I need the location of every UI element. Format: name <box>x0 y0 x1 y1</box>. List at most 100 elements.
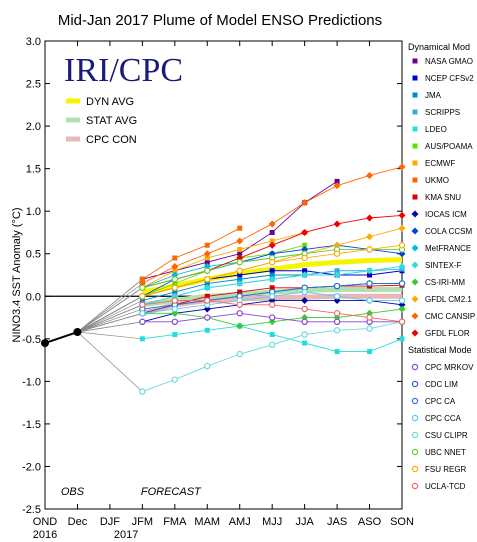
y-tick-label: -1.0 <box>22 376 41 388</box>
connector-line <box>77 283 143 333</box>
observed-point <box>41 339 49 348</box>
series-marker <box>204 255 210 261</box>
series-marker <box>204 314 211 321</box>
series-marker <box>333 271 341 279</box>
series-marker <box>366 233 374 241</box>
x-tick-label: JJA <box>295 516 314 528</box>
series-marker <box>333 293 341 300</box>
series-marker <box>269 332 275 338</box>
series-marker <box>139 310 146 317</box>
series-marker <box>237 251 243 257</box>
legend-entry: LDEO <box>425 125 447 134</box>
series-marker <box>204 242 210 248</box>
series-marker <box>366 314 373 321</box>
y-tick-label: 3.0 <box>26 36 41 48</box>
legend-entry: COLA CCSM <box>425 227 472 236</box>
series-line <box>142 274 305 301</box>
legend-entry: CS-IRI-MM <box>425 278 465 287</box>
series-marker <box>204 293 210 299</box>
series-marker <box>301 271 309 279</box>
series-marker <box>204 267 211 274</box>
series-marker <box>333 220 341 228</box>
obs-label: OBS <box>61 486 85 498</box>
series-marker <box>411 448 419 456</box>
series-marker <box>411 414 419 422</box>
series-marker <box>411 482 419 490</box>
y-axis-label: NINO3.4 SST Anomaly (°C) <box>11 207 23 342</box>
connector-line <box>77 321 143 333</box>
x-tick-label: Dec <box>68 516 88 528</box>
legend-entry: NASA GMAO <box>425 57 473 66</box>
series-marker <box>333 327 341 334</box>
series-marker <box>302 242 308 248</box>
series-ukmo <box>139 225 243 282</box>
series-marker <box>366 214 374 222</box>
series-marker <box>237 272 243 278</box>
series-marker <box>301 305 308 313</box>
year-label-2016: 2016 <box>33 529 57 541</box>
series-marker <box>301 228 309 236</box>
legend-entry: CPC CA <box>425 397 456 406</box>
connector-line <box>77 278 143 333</box>
series-marker <box>412 109 418 115</box>
x-tick-label: MJJ <box>262 516 282 528</box>
y-tick-label: 1.0 <box>26 206 41 218</box>
series-marker <box>398 211 406 219</box>
series-marker <box>171 376 179 383</box>
series-marker <box>171 276 179 283</box>
series-marker <box>301 318 308 325</box>
series-marker <box>236 350 243 358</box>
connector-line <box>77 331 143 392</box>
series-marker <box>412 177 418 183</box>
series-marker <box>301 199 309 207</box>
series-marker <box>236 267 243 274</box>
series-marker <box>366 280 373 287</box>
x-tick-label: MAM <box>194 516 220 528</box>
series-marker <box>398 318 406 325</box>
series-ucla-tcd <box>139 297 406 325</box>
y-tick-label: -0.5 <box>22 334 41 346</box>
series-marker <box>203 250 211 258</box>
series-marker <box>398 297 406 304</box>
connector-line <box>77 304 143 333</box>
legend-entry: IOCAS ICM <box>425 210 467 219</box>
series-marker <box>269 229 275 235</box>
connector-line <box>77 308 143 333</box>
series-marker <box>269 285 275 291</box>
legend: Dynamical Mod NASA GMAO NCEP CFSv2 JMA SCRIP… <box>408 42 475 491</box>
series-marker <box>367 349 373 355</box>
series-cmc-cansip <box>138 163 406 288</box>
series-marker <box>398 262 406 270</box>
key-legend-label: DYN AVG <box>86 96 134 108</box>
connector-line <box>77 287 143 333</box>
series-marker <box>333 182 341 190</box>
legend-header-dynamical: Dynamical Mod <box>408 42 470 52</box>
x-tick-label: SON <box>390 516 414 528</box>
series-marker <box>398 242 406 249</box>
series-marker <box>302 340 308 346</box>
observed-line <box>44 331 78 345</box>
legend-entry: CPC CCA <box>425 414 462 423</box>
series-marker <box>171 284 179 291</box>
series-marker <box>268 301 276 308</box>
series-marker <box>236 322 244 330</box>
year-label-2017: 2017 <box>114 529 138 541</box>
series-marker <box>269 238 275 244</box>
series-marker <box>172 289 178 295</box>
series-marker <box>237 225 243 231</box>
legend-header-statistical: Statistical Mode <box>408 345 472 355</box>
connector-line <box>77 331 143 340</box>
series-csu-clipr <box>139 318 406 395</box>
series-marker <box>333 310 341 317</box>
y-tick-label: 1.5 <box>26 164 41 176</box>
legend-entry: MetFRANCE <box>425 244 471 253</box>
series-marker <box>411 278 419 286</box>
series-marker <box>236 310 243 317</box>
legend-entry: UBC NNET <box>425 448 466 457</box>
series-marker <box>139 336 145 342</box>
series-marker <box>204 259 210 265</box>
series-marker <box>333 282 341 290</box>
series-marker <box>172 332 178 338</box>
series-marker <box>139 298 145 304</box>
